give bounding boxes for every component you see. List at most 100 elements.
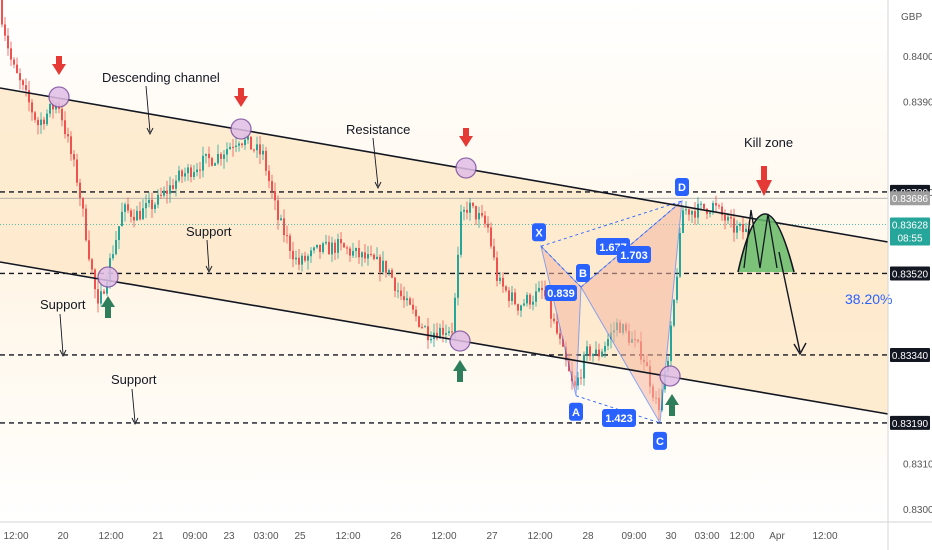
candle-body: [559, 333, 561, 339]
candle-body: [316, 244, 318, 248]
down-arrow-icon: [234, 88, 248, 107]
harmonic-ratio-line: [580, 200, 683, 288]
candle-body: [427, 326, 429, 341]
candle-body: [235, 145, 237, 147]
candle-body: [184, 173, 186, 177]
candle-body: [442, 327, 444, 335]
candle-body: [502, 277, 504, 287]
fib-level-label: 38.20%: [845, 291, 892, 307]
candle-body: [325, 241, 327, 244]
candle-body: [247, 136, 249, 140]
candle-body: [445, 333, 447, 335]
candle-body: [256, 144, 258, 151]
candle-body: [181, 170, 183, 177]
price-level-tag-text: 0.83520: [892, 269, 929, 280]
resistance-label: Resistance: [346, 122, 410, 137]
candle-body: [469, 202, 471, 213]
candle-body: [307, 256, 309, 261]
candle-body: [334, 242, 336, 253]
candle-body: [355, 247, 357, 252]
candle-body: [169, 185, 171, 194]
price-level-tag: [890, 347, 930, 362]
candle-body: [703, 203, 705, 209]
candle-body: [739, 223, 741, 226]
candle-body: [118, 226, 120, 240]
up-arrow-icon: [453, 360, 467, 382]
candle-body: [37, 119, 39, 126]
candle-body: [550, 298, 552, 319]
candle-body: [352, 251, 354, 256]
candle-body: [526, 294, 528, 304]
candle-body: [244, 139, 246, 146]
support-label: Support: [40, 297, 86, 312]
candle-body: [289, 235, 291, 251]
reference-price-tag-text: 0.83686: [892, 194, 929, 205]
candle-body: [238, 143, 240, 146]
candle-body: [214, 163, 216, 166]
support-label: Support: [186, 224, 232, 239]
candle-body: [319, 244, 321, 252]
pointer-line: [372, 137, 379, 187]
candle-body: [346, 247, 348, 249]
candle-body: [514, 292, 516, 305]
touch-circle: [455, 157, 477, 179]
current-price-tag-text: 0.83628: [892, 221, 929, 232]
candle-body: [142, 208, 144, 220]
time-tick-label: 20: [57, 531, 69, 542]
candle-body: [412, 304, 414, 310]
candle-body: [448, 331, 450, 334]
currency-label: GBP: [901, 12, 922, 23]
candle-body: [715, 203, 717, 206]
candle-body: [43, 119, 45, 125]
candle-body: [562, 338, 564, 347]
candle-body: [679, 232, 681, 277]
candle-body: [676, 276, 678, 300]
current-price-tag: [890, 217, 930, 246]
candle-body: [406, 298, 408, 301]
time-tick-label: 21: [152, 531, 164, 542]
candle-body: [382, 260, 384, 272]
candle-body: [310, 250, 312, 257]
kill-zone-zigzag: [743, 209, 778, 269]
candle-body: [364, 252, 366, 259]
candle-body: [82, 198, 84, 209]
candle-body: [172, 185, 174, 189]
candle-body: [529, 294, 531, 305]
candle-body: [166, 190, 168, 194]
candle-body: [742, 223, 744, 233]
candle-body: [232, 146, 234, 148]
time-tick-label: 09:00: [621, 531, 646, 542]
candle-body: [13, 59, 15, 65]
candle-body: [4, 24, 6, 36]
down-arrow-icon: [459, 128, 473, 147]
kill-zone-label: Kill zone: [744, 135, 793, 150]
candle-body: [178, 170, 180, 181]
candle-body: [457, 254, 459, 298]
time-tick-label: 03:00: [253, 531, 278, 542]
candle-body: [424, 326, 426, 328]
candle-body: [298, 257, 300, 265]
time-tick-label: 23: [223, 531, 235, 542]
pointer-line: [206, 239, 210, 271]
projection-arrowhead: [793, 342, 807, 356]
candle-body: [394, 277, 396, 291]
candle-body: [136, 210, 138, 221]
time-tick-label: 12:00: [98, 531, 123, 542]
candle-body: [187, 167, 189, 174]
candle-body: [400, 290, 402, 297]
descending-channel-label: Descending channel: [102, 70, 220, 85]
candle-body: [418, 316, 420, 327]
pointer-line: [131, 388, 136, 423]
candle-body: [70, 136, 72, 155]
candle-body: [553, 318, 555, 322]
candle-body: [505, 286, 507, 291]
candle-body: [397, 290, 399, 292]
harmonic-point-label: X: [535, 227, 543, 239]
candle-body: [487, 223, 489, 228]
candle-body: [133, 216, 135, 221]
candle-body: [127, 204, 129, 211]
touch-circle: [230, 118, 252, 140]
